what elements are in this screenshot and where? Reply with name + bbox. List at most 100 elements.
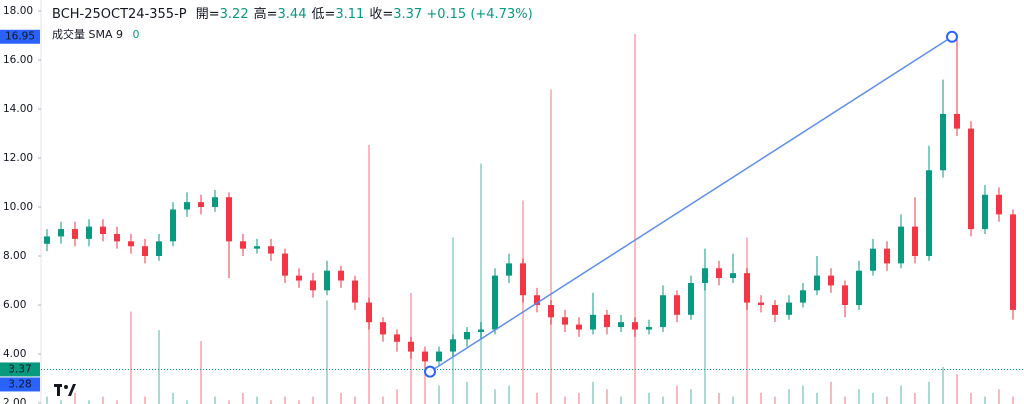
candle-body — [856, 270, 862, 306]
volume-bar — [88, 400, 90, 404]
trend-handle — [424, 365, 436, 378]
volume-bar — [172, 392, 174, 404]
volume-bar — [634, 34, 636, 404]
candle-body — [156, 241, 162, 257]
volume-bar — [354, 396, 356, 404]
volume-bar — [382, 396, 384, 404]
volume-bar — [102, 396, 104, 404]
candle-body — [380, 322, 386, 335]
change-pct: (+4.73%) — [470, 7, 532, 22]
volume-bar — [564, 396, 566, 404]
volume-bar — [74, 392, 76, 404]
logo — [54, 384, 76, 396]
ohlc-value: 3.44 — [278, 7, 307, 22]
candle-body — [926, 170, 932, 257]
candle-body — [408, 341, 414, 352]
volume-bar — [746, 237, 748, 404]
candle-body — [786, 302, 792, 315]
ohlc-value: 3.37 — [393, 7, 422, 22]
volume-bar — [760, 392, 762, 404]
candle-body — [212, 197, 218, 208]
candle-body — [548, 305, 554, 318]
volume-bar — [130, 311, 132, 404]
volume-bar — [508, 385, 510, 404]
volume-bar — [886, 396, 888, 404]
candle-body — [590, 314, 596, 330]
candle-body — [604, 314, 610, 328]
volume-bar — [298, 400, 300, 404]
candle-body — [744, 273, 750, 303]
volume-bar — [228, 400, 230, 404]
ohlc-value: 3.11 — [335, 7, 364, 22]
change: +0.15 — [426, 7, 466, 22]
volume-bar — [578, 392, 580, 404]
trend-handle — [946, 30, 958, 43]
volume-bar — [704, 274, 706, 404]
ohlc-label: 開= — [196, 7, 220, 22]
candle-body — [58, 229, 64, 237]
candle-body — [170, 209, 176, 242]
volume-bar — [480, 163, 482, 404]
candle-body — [674, 295, 680, 315]
candle-body — [660, 295, 666, 328]
volume-legend: 成交量 SMA 9 0 — [52, 27, 140, 41]
price-axis: 2.00 4.00 6.00 8.00 10.00 12.00 14.00 16.00 18.0… — [3, 0, 42, 404]
candle-body — [772, 305, 778, 315]
volume-layer — [46, 34, 1014, 404]
candle-body — [100, 226, 106, 234]
candle-body — [282, 253, 288, 276]
volume-bar — [718, 392, 720, 404]
volume-bar — [284, 396, 286, 404]
candle-body — [954, 113, 960, 129]
candle-body — [422, 351, 428, 362]
volume-bar — [60, 400, 62, 404]
symbol: BCH-25OCT24-355-P — [52, 7, 187, 22]
volume-bar — [690, 389, 692, 404]
candle-body — [506, 263, 512, 276]
ohlc: 開=3.22 高=3.44 低=3.11 收=3.37 — [196, 6, 422, 22]
volume-bar — [858, 389, 860, 404]
volume-bar — [396, 389, 398, 404]
candle-body — [226, 197, 232, 242]
volume-bar — [662, 396, 664, 404]
candle-body — [114, 233, 120, 242]
ohlc-value: 3.22 — [220, 7, 249, 22]
candle-body — [394, 334, 400, 342]
candle-body — [968, 128, 974, 230]
volume-bar — [536, 392, 538, 404]
y-tick-label: 10.00 — [3, 201, 33, 213]
volume-legend-label: 成交量 SMA 9 — [52, 27, 123, 41]
volume-bar — [942, 367, 944, 404]
candle-body — [128, 241, 134, 247]
candle-body — [520, 263, 526, 296]
candle-body — [310, 280, 316, 291]
volume-bar — [872, 392, 874, 404]
candle-body — [996, 194, 1002, 215]
candle-body — [86, 226, 92, 239]
candle-body — [982, 194, 988, 230]
y-tick-label: 18.00 — [3, 5, 33, 17]
volume-bar — [592, 381, 594, 404]
y-tick-label: 14.00 — [3, 103, 33, 115]
legend: BCH-25OCT24-355-P 開=3.22 高=3.44 低=3.11 收=3.… — [52, 6, 533, 22]
volume-bar — [270, 400, 272, 404]
candle-body — [142, 246, 148, 257]
start-price-tag: 3.28 — [8, 378, 31, 390]
candle-body — [898, 226, 904, 264]
y-tick-label: 12.00 — [3, 152, 33, 164]
volume-bar — [802, 385, 804, 404]
candle-body — [912, 226, 918, 257]
candle-body — [800, 290, 806, 303]
y-tick-label: 2.00 — [3, 397, 26, 404]
volume-bar — [732, 396, 734, 404]
volume-bar — [620, 396, 622, 404]
candle-body — [1010, 214, 1016, 310]
candle-body — [842, 285, 848, 306]
volume-bar — [998, 389, 1000, 404]
last-price-tag: 3.37 — [8, 363, 31, 375]
candle-layer — [44, 36, 1016, 372]
volume-bar — [914, 392, 916, 404]
candle-body — [492, 275, 498, 330]
candle-body — [324, 270, 330, 291]
